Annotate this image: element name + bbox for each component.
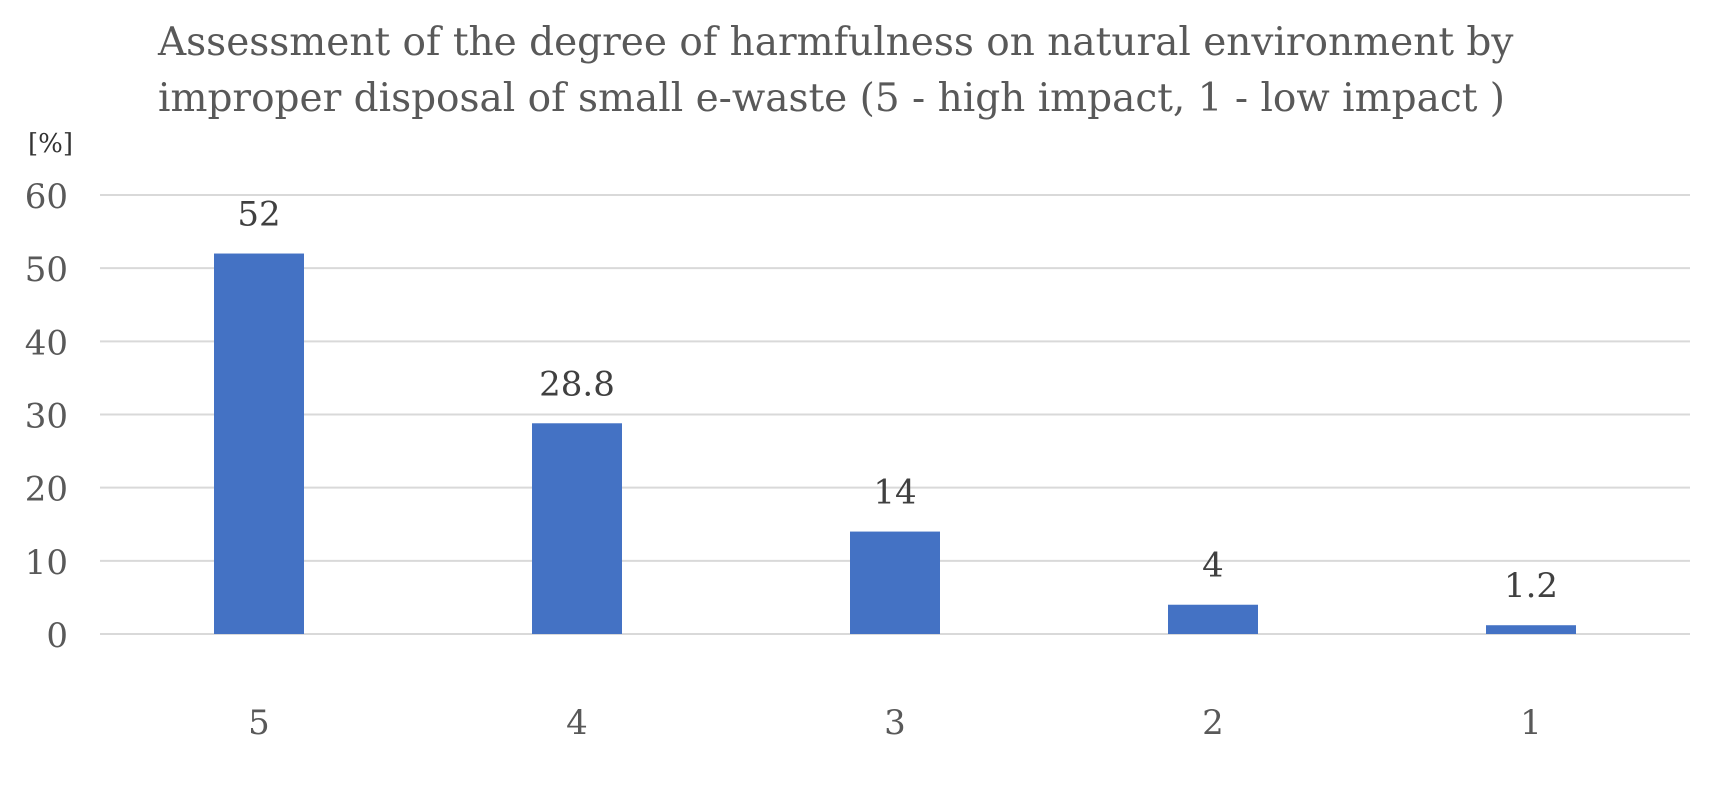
- y-tick-label: 0: [46, 616, 68, 656]
- y-tick-label: 30: [25, 397, 68, 437]
- x-tick-label: 3: [884, 703, 906, 743]
- y-tick-label: 60: [25, 177, 68, 217]
- data-label: 1.2: [1504, 566, 1558, 606]
- bars: [214, 253, 1576, 635]
- y-tick-label: 10: [25, 543, 68, 583]
- y-tick-label: 20: [25, 470, 68, 510]
- data-labels: 52 28.8 14 4 1.2: [237, 195, 1558, 607]
- data-label: 4: [1202, 546, 1224, 586]
- x-tick-label: 1: [1520, 703, 1542, 743]
- gridlines: [100, 194, 1690, 635]
- y-tick-labels: 0 10 20 30 40 50 60: [25, 177, 68, 656]
- data-label: 28.8: [539, 364, 615, 404]
- chart-title-line-1: Assessment of the degree of harmfulness …: [158, 20, 1514, 65]
- data-label: 14: [873, 473, 916, 513]
- bar-1: [1486, 625, 1576, 634]
- y-axis-label: [%]: [28, 129, 73, 159]
- y-tick-label: 50: [25, 250, 68, 290]
- bar-2: [1168, 604, 1258, 634]
- x-tick-label: 2: [1202, 703, 1224, 743]
- x-tick-label: 5: [248, 703, 270, 743]
- x-tick-label: 4: [566, 703, 588, 743]
- bar-3: [850, 531, 940, 634]
- data-label: 52: [237, 195, 280, 235]
- bar-4: [532, 423, 622, 634]
- bar-5: [214, 253, 304, 635]
- x-tick-labels: 5 4 3 2 1: [248, 703, 1542, 743]
- y-tick-label: 40: [25, 323, 68, 363]
- chart-title-line-2: improper disposal of small e-waste (5 - …: [158, 76, 1505, 121]
